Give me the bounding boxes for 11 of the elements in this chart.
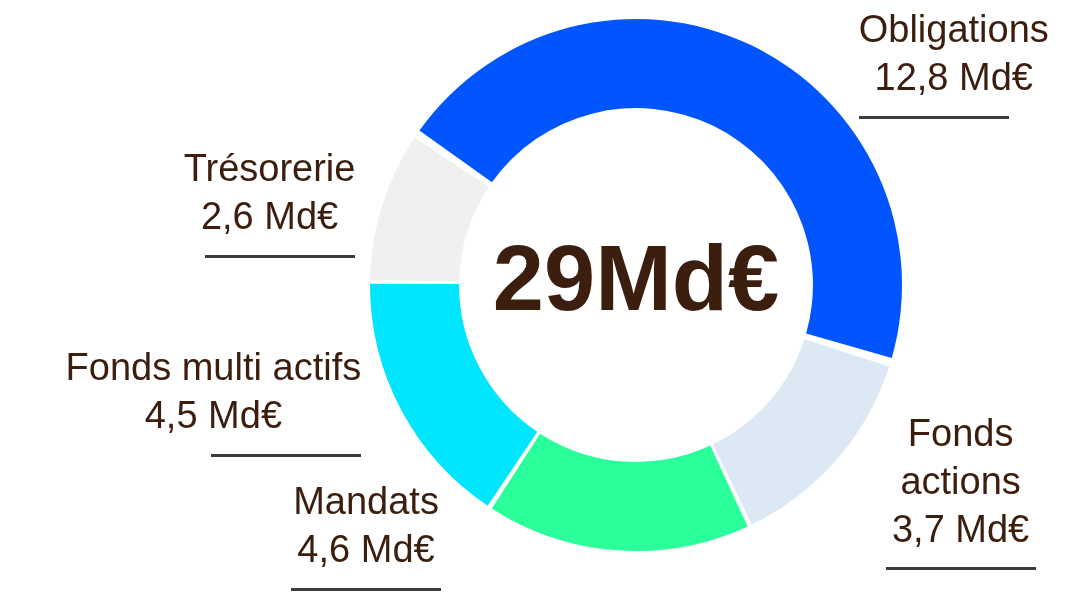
data-label: 4,6 Md€ bbox=[297, 528, 435, 571]
slice-label: Fonds actions bbox=[900, 411, 1021, 502]
slice-label: Mandats bbox=[293, 480, 439, 523]
data-label: 2,6 Md€ bbox=[200, 195, 339, 238]
text: 29Md€ bbox=[492, 227, 780, 330]
data-label: 4,5 Md€ bbox=[144, 394, 283, 437]
slice-label: Trésorerie bbox=[183, 147, 356, 190]
data-label: 3,7 Md€ bbox=[891, 507, 1030, 550]
slice-label: Obligations bbox=[858, 8, 1049, 51]
slice-label: Fonds multi actifs bbox=[65, 346, 362, 389]
data-label: 12,8 Md€ bbox=[874, 56, 1033, 99]
